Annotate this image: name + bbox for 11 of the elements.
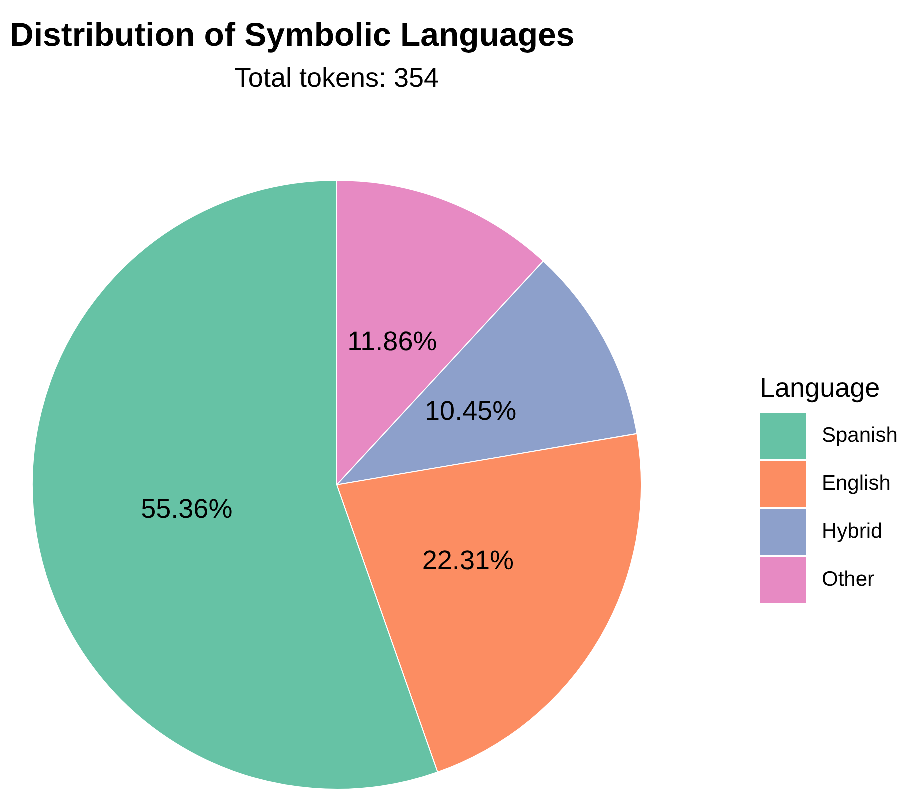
data-label: 22.31% <box>422 546 514 576</box>
legend-label: Hybrid <box>822 520 883 544</box>
data-label: 11.86% <box>348 326 438 357</box>
legend-label: Other <box>822 568 875 592</box>
legend-label: Spanish <box>822 424 898 448</box>
legend-label: English <box>822 472 891 496</box>
data-label: 10.45% <box>425 396 517 426</box>
data-label: 55.36% <box>141 494 233 524</box>
chart-subtitle: Total tokens: 354 <box>234 63 440 94</box>
chart-title: Distribution of Symbolic Languages <box>10 16 575 54</box>
legend-title: Language <box>760 373 882 404</box>
